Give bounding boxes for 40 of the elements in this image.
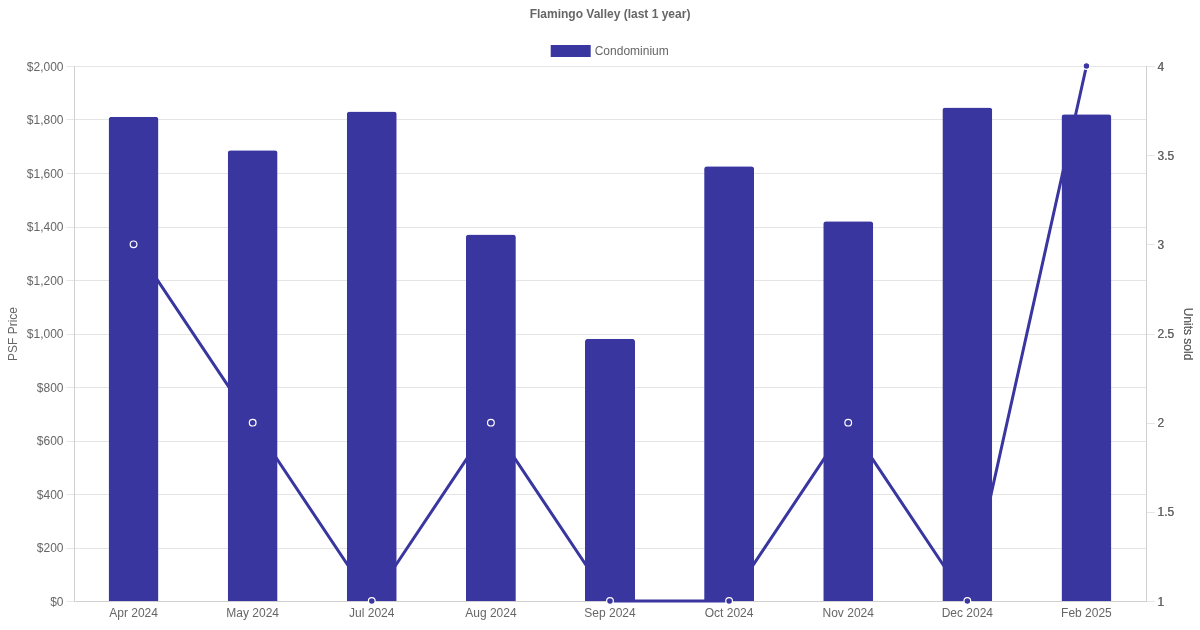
chart-title: Flamingo Valley (last 1 year) <box>529 7 691 21</box>
x-tick-label: Feb 2025 <box>1061 605 1113 620</box>
point <box>963 597 972 605</box>
point <box>486 418 495 427</box>
y2-tick-label: 3 <box>1157 237 1165 252</box>
y-tick-label: $1,000 <box>26 327 64 341</box>
y2-tick-label: 1.5 <box>1157 505 1175 520</box>
y-axis-title: PSF Price <box>5 306 20 362</box>
y-tick-label: $0 <box>50 594 64 609</box>
point <box>367 597 376 605</box>
y2-tick-label: 4 <box>1157 59 1165 74</box>
x-tick-label: May 2024 <box>226 605 280 620</box>
y-tick-label: $200 <box>36 541 64 555</box>
x-tick-label: Apr 2024 <box>109 605 159 620</box>
y-tick-label: $400 <box>36 487 64 502</box>
y-tick-label: $1,600 <box>26 166 64 181</box>
y2-tick-label: 1 <box>1157 594 1165 609</box>
x-tick-label: Dec 2024 <box>941 605 994 620</box>
x-tick-label: Jul 2024 <box>349 605 395 620</box>
point <box>1082 62 1091 70</box>
point <box>248 418 257 427</box>
y2-tick-label: 3.5 <box>1157 148 1175 163</box>
y2-tick-label: 2.5 <box>1157 327 1175 341</box>
y-tick-label: $600 <box>36 434 64 448</box>
y-tick-label: $1,400 <box>26 220 64 234</box>
point <box>606 597 614 605</box>
y-tick-label: $800 <box>36 380 64 395</box>
y-tick-label: $1,800 <box>26 113 64 127</box>
x-tick-label: Nov 2024 <box>822 605 875 620</box>
legend-label: Condominium <box>594 44 669 58</box>
y2-tick-label: 2 <box>1157 416 1165 431</box>
x-tick-label: Oct 2024 <box>704 605 754 620</box>
point <box>129 240 138 249</box>
y-tick-label: $2,000 <box>26 59 64 74</box>
y-tick-label: $1,200 <box>26 273 64 288</box>
point <box>725 597 734 605</box>
x-tick-label: Sep 2024 <box>584 605 637 620</box>
point <box>844 418 853 427</box>
x-tick-label: Aug 2024 <box>465 605 517 620</box>
y2-axis-title: Units sold <box>1181 307 1196 361</box>
